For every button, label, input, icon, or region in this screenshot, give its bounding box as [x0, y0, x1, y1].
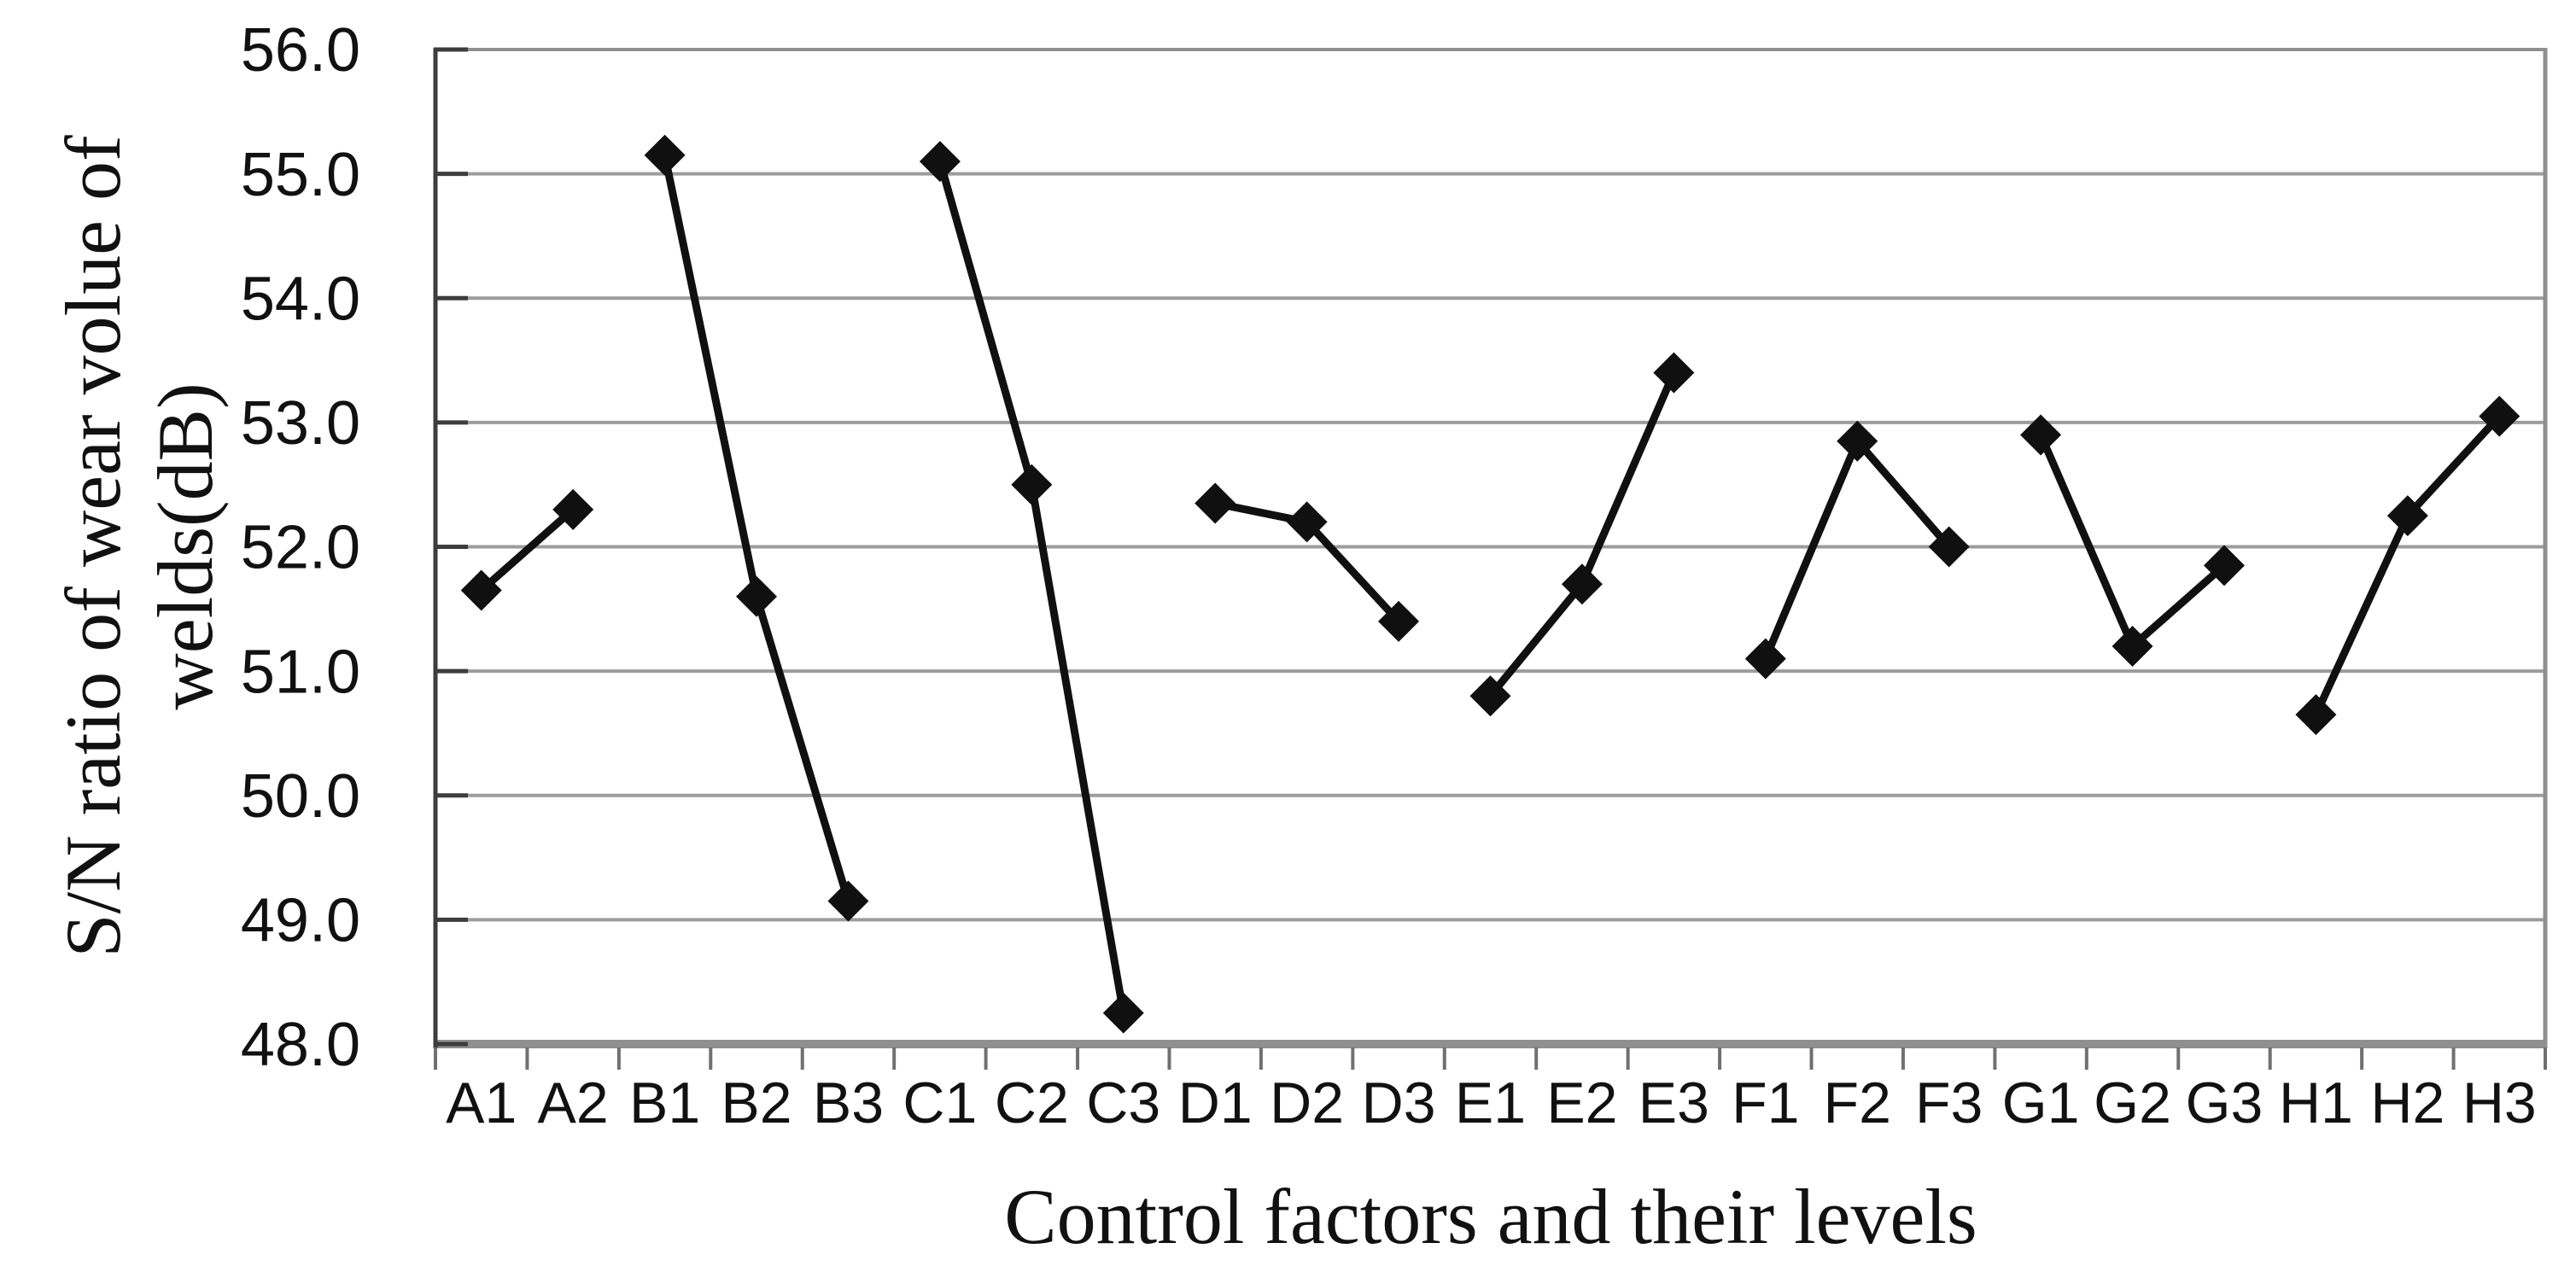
y-tick-label-49.0: 49.0: [241, 887, 360, 955]
data-point-H3: [2479, 395, 2521, 437]
data-point-H2: [2386, 495, 2428, 537]
data-point-A2: [552, 488, 594, 530]
data-point-F1: [1744, 638, 1786, 680]
x-tick-label-A2: A2: [538, 1071, 609, 1135]
gridlines: [435, 48, 2545, 1048]
y-tick-label-56.0: 56.0: [241, 16, 360, 85]
series-line-F: [1761, 437, 1954, 663]
data-point-D2: [1286, 501, 1328, 543]
data-point-E3: [1653, 352, 1695, 394]
x-axis-ticks: [434, 1047, 2547, 1070]
x-tick-label-H2: H2: [2370, 1071, 2445, 1135]
x-tick-label-B2: B2: [721, 1071, 791, 1135]
x-tick-label-G2: G2: [2094, 1071, 2171, 1135]
x-tick-label-F3: F3: [1915, 1071, 1983, 1135]
data-point-D1: [1195, 482, 1236, 524]
data-point-F2: [1837, 420, 1878, 462]
x-tick-label-H3: H3: [2462, 1071, 2537, 1135]
x-axis-labels: A1 A2 B1 B2 B3 C1 C2 C3 D1 D2 D3 E1 E2 E3 F1 F2 F3 G1 G2 G3…: [446, 1071, 2537, 1135]
x-tick-label-C1: C1: [902, 1071, 977, 1135]
data-point-F3: [1928, 526, 1970, 568]
data-point-G1: [2020, 414, 2062, 456]
x-tick-label-F1: F1: [1732, 1071, 1799, 1135]
x-tick-label-E2: E2: [1546, 1071, 1617, 1135]
x-tick-label-A1: A1: [446, 1071, 517, 1135]
data-point-B2: [736, 575, 778, 617]
x-tick-label-E1: E1: [1455, 1071, 1526, 1135]
data-point-H1: [2295, 694, 2337, 736]
y-tick-label-50.0: 50.0: [241, 762, 360, 831]
data-point-G3: [2203, 545, 2245, 586]
x-tick-label-B1: B1: [629, 1071, 700, 1135]
series-line-C: [936, 157, 1128, 1018]
data-point-B1: [644, 134, 686, 176]
y-tick-label-51.0: 51.0: [241, 638, 360, 706]
x-tick-label-B3: B3: [813, 1071, 884, 1135]
data-point-A1: [460, 569, 502, 611]
data-point-C3: [1102, 992, 1144, 1034]
x-tick-label-D1: D1: [1178, 1071, 1253, 1135]
data-point-G2: [2112, 626, 2153, 667]
y-axis-title-line2: welds(dB): [142, 382, 229, 709]
y-tick-label-55.0: 55.0: [241, 141, 360, 209]
x-axis-title: Control factors and their levels: [1004, 1173, 1977, 1260]
x-tick-label-C3: C3: [1086, 1071, 1160, 1135]
x-tick-label-G1: G1: [2002, 1071, 2080, 1135]
data-point-E2: [1561, 563, 1603, 605]
x-tick-label-D2: D2: [1270, 1071, 1344, 1135]
series-line-G: [2036, 430, 2228, 651]
y-tick-label-53.0: 53.0: [241, 389, 360, 458]
series-line-B: [661, 151, 852, 906]
data-series: [460, 134, 2521, 1034]
y-tick-label-52.0: 52.0: [241, 514, 360, 582]
data-point-C2: [1011, 464, 1053, 505]
y-tick-label-54.0: 54.0: [241, 265, 360, 333]
series-line-A: [477, 505, 577, 594]
x-tick-label-G3: G3: [2186, 1071, 2263, 1135]
data-point-E1: [1469, 675, 1511, 717]
x-tick-label-F2: F2: [1824, 1071, 1891, 1135]
y-axis-ticks: [434, 47, 468, 1047]
data-point-D3: [1378, 600, 1420, 642]
y-axis-title-line1: S/N ratio of wear volue of: [50, 135, 137, 958]
x-tick-label-C2: C2: [995, 1071, 1069, 1135]
y-tick-label-48.0: 48.0: [241, 1011, 360, 1079]
data-point-C1: [919, 141, 961, 183]
y-axis-labels: 56.0 55.0 54.0 53.0 52.0 51.0 50.0 49.0 48.0: [241, 16, 360, 1079]
x-tick-label-E3: E3: [1638, 1071, 1709, 1135]
x-tick-label-H1: H1: [2279, 1071, 2353, 1135]
data-point-B3: [827, 880, 869, 922]
x-tick-label-D3: D3: [1362, 1071, 1436, 1135]
